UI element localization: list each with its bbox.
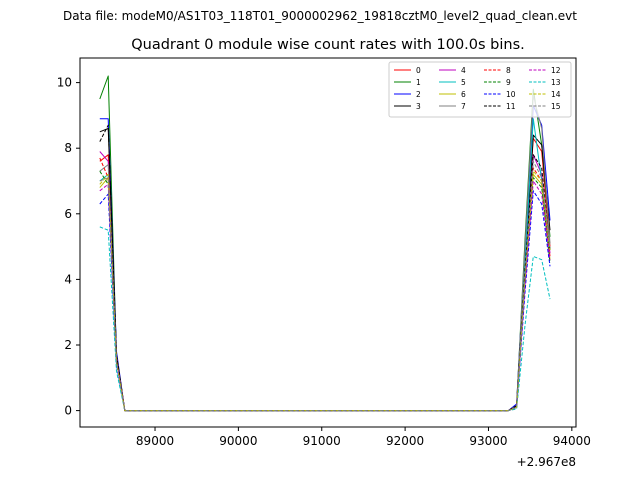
series-line-2: [99, 105, 551, 412]
legend-label-15: 15: [551, 102, 561, 111]
legend-label-6: 6: [461, 90, 466, 99]
series-line-14: [99, 170, 551, 412]
series-line-4: [99, 151, 551, 412]
y-tick-label: 4: [64, 272, 72, 286]
figure-suptitle: Data file: modeM0/AS1T03_118T01_90000029…: [63, 9, 577, 23]
series-line-3: [99, 128, 551, 412]
axes-frame: [79, 57, 577, 428]
y-tick-label: 6: [64, 207, 72, 221]
legend-label-11: 11: [506, 102, 516, 111]
series-line-8: [99, 157, 551, 412]
x-tick-label: 92000: [386, 434, 424, 448]
series-line-9: [99, 170, 551, 412]
legend-label-10: 10: [506, 90, 516, 99]
legend-box: [388, 61, 572, 118]
series-layer: [99, 75, 551, 412]
x-axis-offset-label: +2.967e8: [517, 455, 576, 469]
legend-label-12: 12: [551, 66, 561, 75]
y-tick-label: 2: [64, 338, 72, 352]
series-line-15: [99, 160, 551, 412]
x-tick-label: 94000: [553, 434, 591, 448]
chart-title: Quadrant 0 module wise count rates with …: [131, 37, 525, 53]
legend-label-13: 13: [551, 78, 561, 87]
y-tick-label: 0: [64, 404, 72, 418]
legend-label-5: 5: [461, 78, 466, 87]
x-tick-label: 93000: [469, 434, 507, 448]
series-line-12: [99, 180, 551, 412]
legend-label-9: 9: [506, 78, 511, 87]
legend-label-3: 3: [416, 102, 421, 111]
series-line-6: [99, 173, 551, 412]
legend-label-7: 7: [461, 102, 466, 111]
legend-label-14: 14: [551, 90, 561, 99]
y-tick-label: 10: [57, 76, 72, 90]
series-line-1: [99, 75, 551, 412]
series-line-7: [99, 95, 551, 412]
series-line-5: [99, 118, 551, 412]
x-tick-label: 89000: [136, 434, 174, 448]
x-tick-label: 91000: [303, 434, 341, 448]
legend-label-0: 0: [416, 66, 421, 75]
series-line-11: [99, 124, 551, 412]
series-line-13: [99, 226, 551, 412]
legend-label-1: 1: [416, 78, 421, 87]
legend-label-8: 8: [506, 66, 511, 75]
series-line-0: [99, 137, 551, 412]
x-tick-label: 90000: [219, 434, 257, 448]
plot-area: 89000 90000 91000 92000 93000 94000 0 2 4 6 8 10 0 1…: [57, 57, 591, 448]
series-line-10: [99, 190, 551, 412]
legend-label-2: 2: [416, 90, 421, 99]
y-tick-label: 8: [64, 141, 72, 155]
legend-label-4: 4: [461, 66, 466, 75]
